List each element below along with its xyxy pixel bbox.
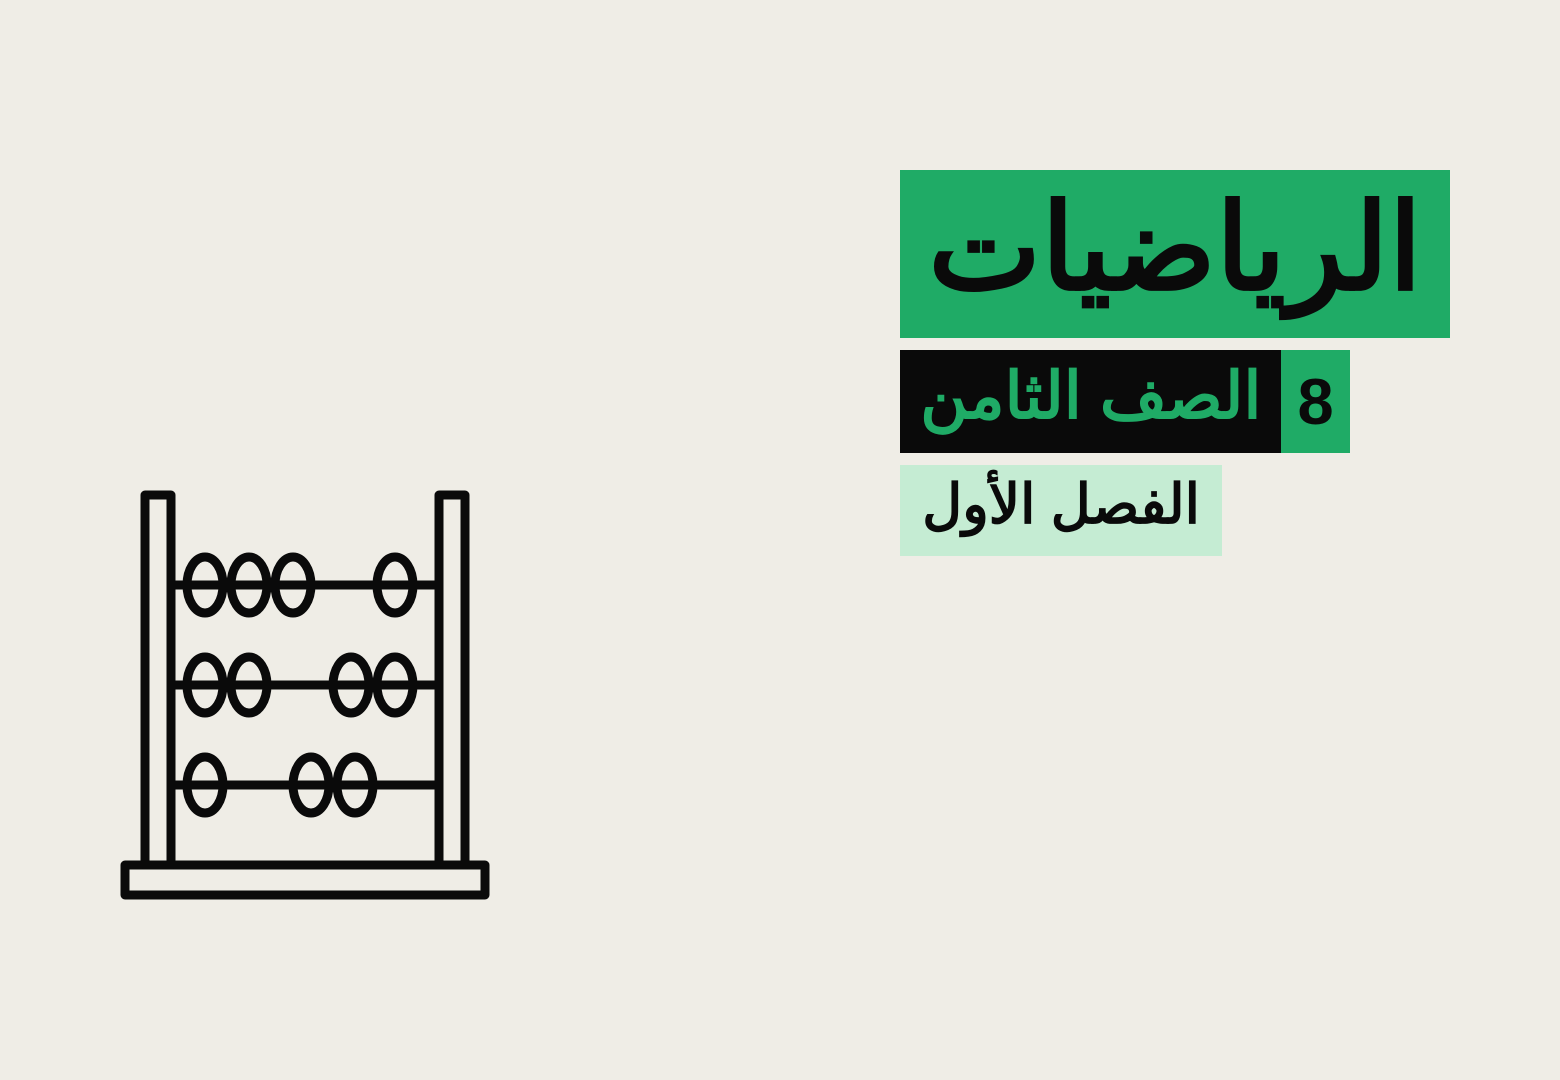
semester-badge: الفصل الأول	[900, 465, 1222, 557]
abacus-icon	[115, 485, 495, 910]
subject-badge: الرياضيات	[900, 170, 1450, 338]
grade-number: 8	[1281, 350, 1349, 453]
course-info-block: الرياضيات الصف الثامن 8 الفصل الأول	[900, 170, 1450, 556]
grade-label: الصف الثامن	[900, 350, 1281, 453]
grade-row: الصف الثامن 8	[900, 350, 1349, 453]
